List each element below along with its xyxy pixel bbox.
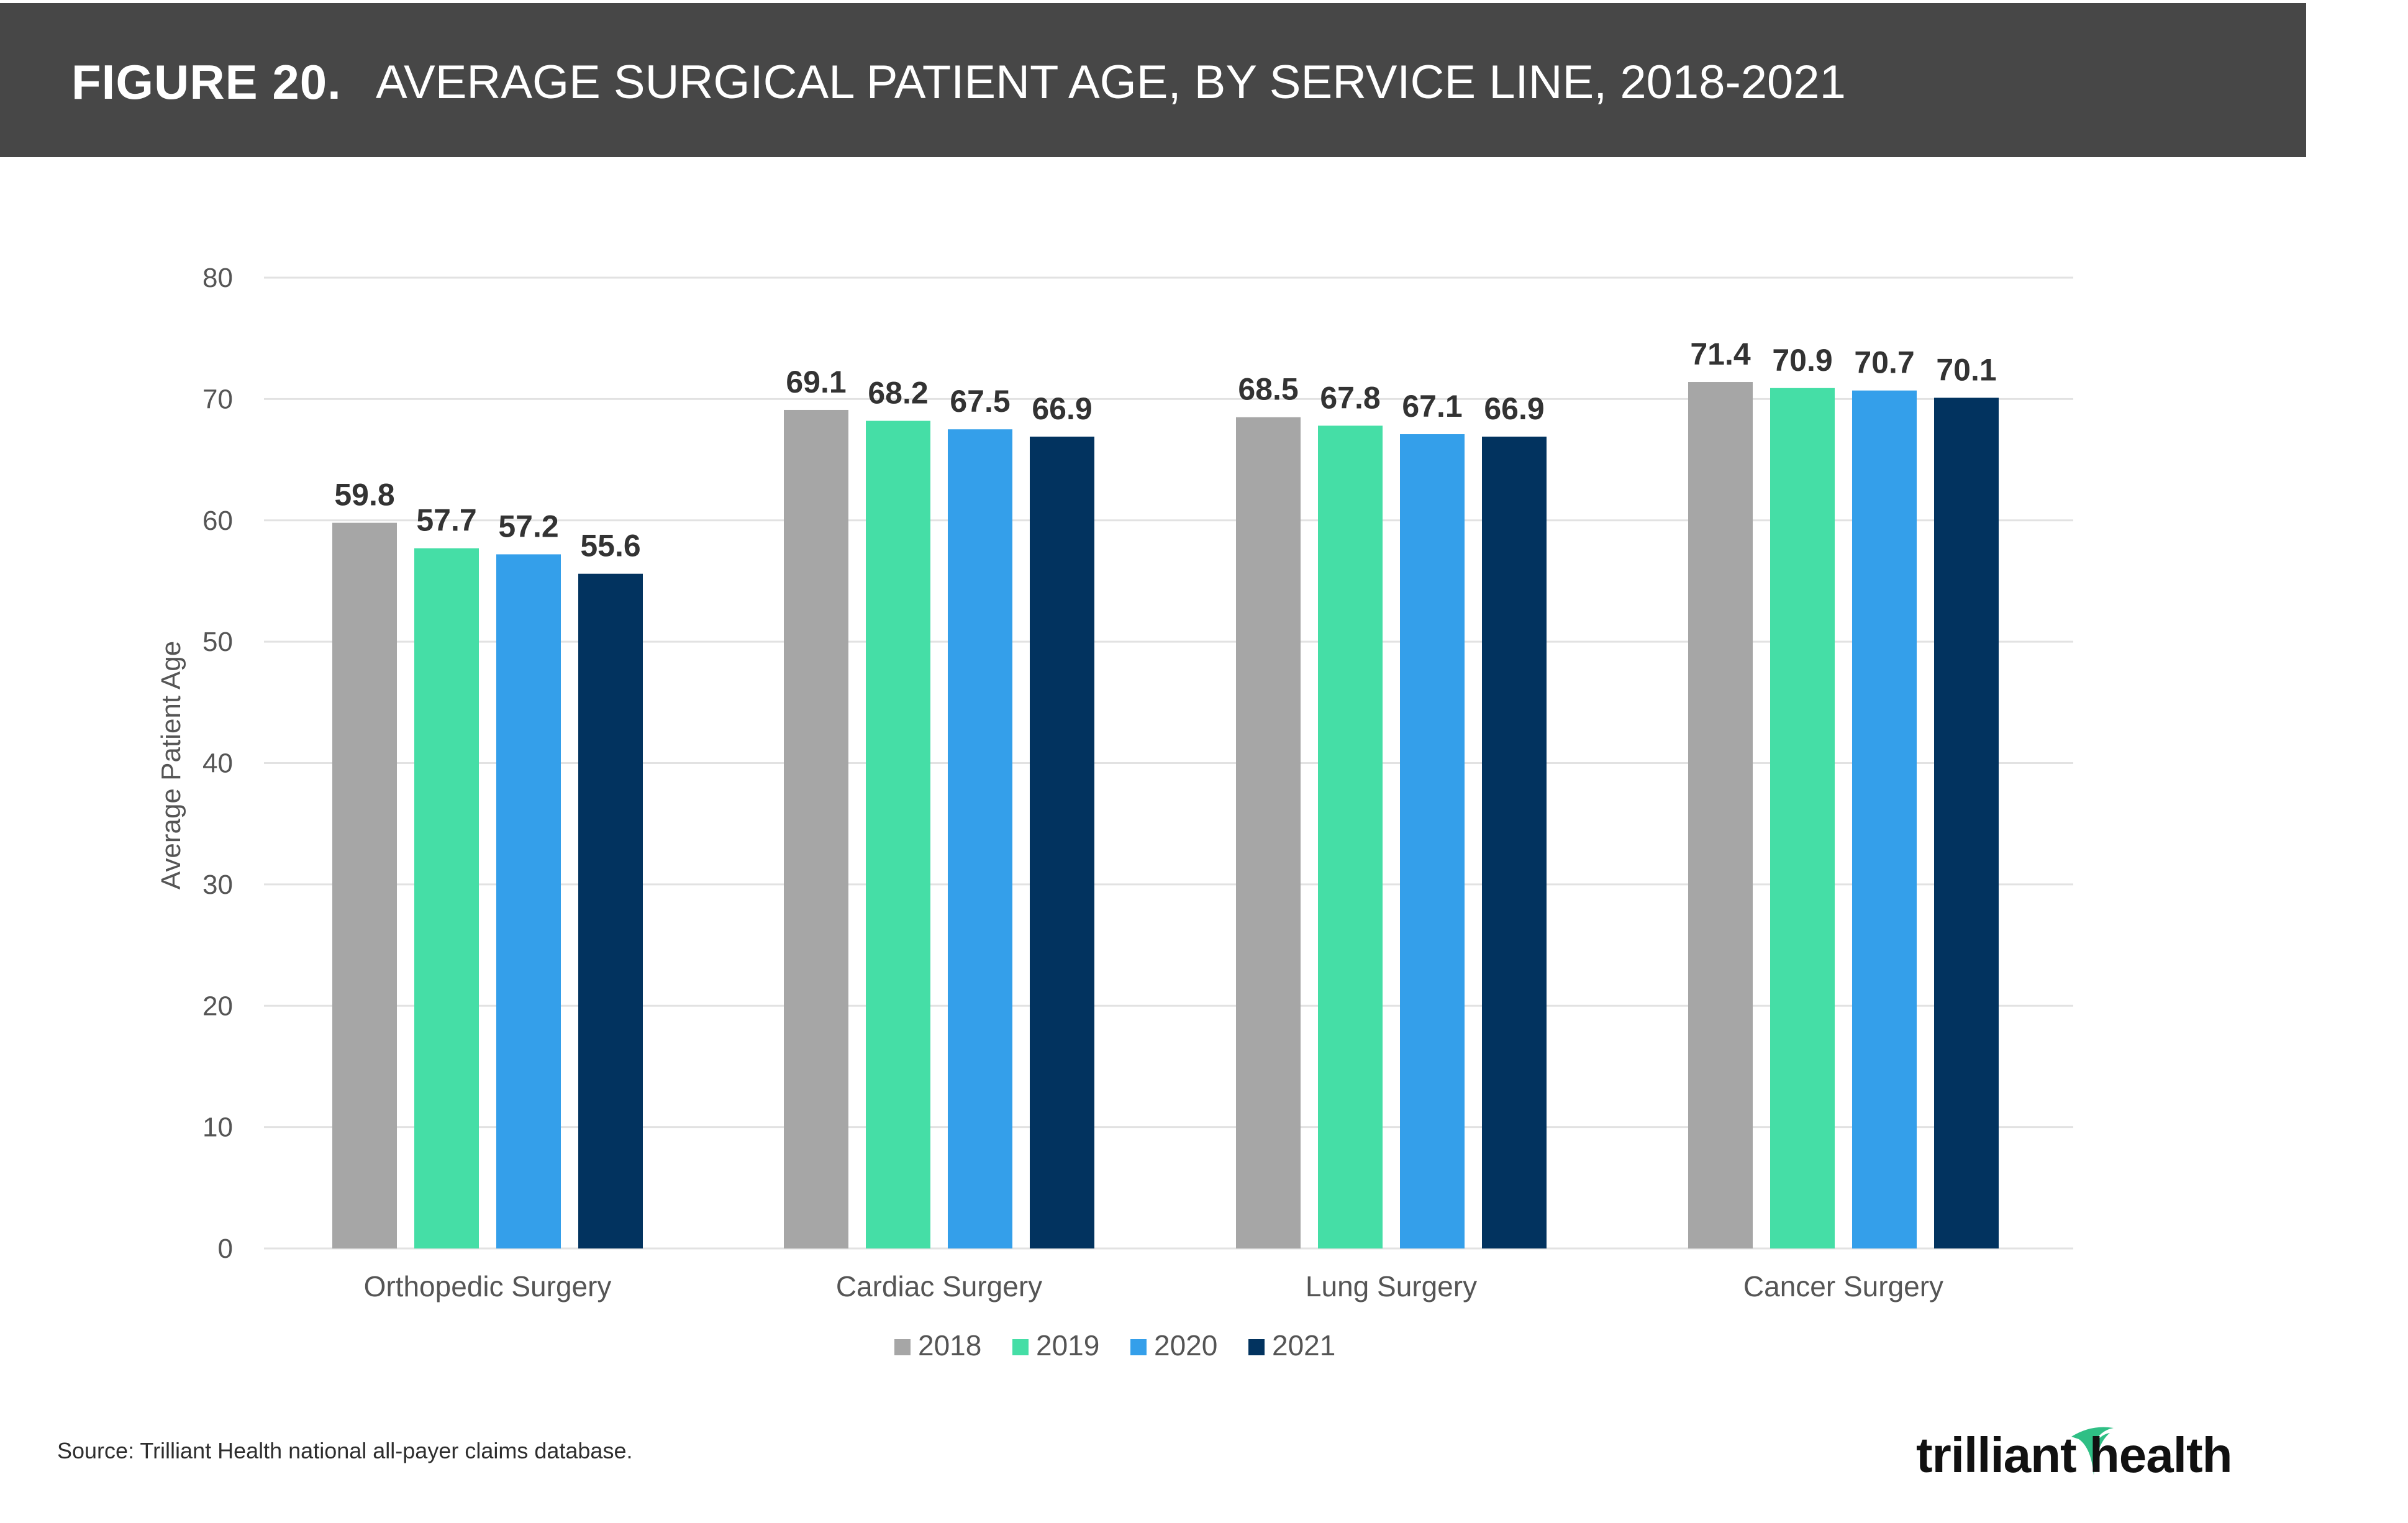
data-label: 71.4 xyxy=(1690,337,1751,371)
bar xyxy=(1934,398,1999,1248)
data-label: 55.6 xyxy=(580,529,640,563)
source-note: Source: Trilliant Health national all-pa… xyxy=(57,1438,633,1463)
figure-header: FIGURE 20. AVERAGE SURGICAL PATIENT AGE,… xyxy=(0,3,2306,157)
y-tick-label: 40 xyxy=(202,748,233,779)
bar xyxy=(1400,434,1465,1249)
data-label: 68.2 xyxy=(868,376,928,411)
data-label: 67.5 xyxy=(950,384,1010,419)
logo-swoosh-icon xyxy=(2071,1427,2114,1475)
y-tick-label: 10 xyxy=(202,1112,233,1143)
bar xyxy=(1688,382,1753,1249)
data-label: 70.9 xyxy=(1772,343,1832,378)
bar xyxy=(578,573,643,1248)
data-label: 57.2 xyxy=(498,509,558,543)
legend-label: 2020 xyxy=(1154,1329,1217,1362)
legend: 2018 2019 2020 2021 xyxy=(894,1329,1335,1362)
bar xyxy=(496,554,561,1248)
figure-label: FIGURE 20. xyxy=(71,55,342,109)
bar xyxy=(1770,388,1835,1248)
bar xyxy=(414,548,479,1248)
bar xyxy=(1852,390,1917,1248)
y-tick-label: 20 xyxy=(202,991,233,1021)
figure-title: AVERAGE SURGICAL PATIENT AGE, BY SERVICE… xyxy=(376,56,1846,109)
trilliant-health-logo: trilliant health xyxy=(1916,1419,2251,1494)
legend-label: 2018 xyxy=(918,1329,981,1362)
data-label: 66.9 xyxy=(1032,391,1092,426)
data-label: 57.7 xyxy=(416,503,476,538)
data-label: 69.1 xyxy=(786,365,846,399)
data-label: 70.1 xyxy=(1936,352,1996,387)
legend-swatch xyxy=(894,1339,911,1355)
data-labels: 59.8 57.7 57.2 55.6 69.1 68.2 67.5 66.9 68.5 67.8… xyxy=(334,337,1996,563)
y-tick-label: 50 xyxy=(202,627,233,657)
y-tick-label: 70 xyxy=(202,384,233,414)
bar xyxy=(332,522,397,1248)
y-tick-label: 60 xyxy=(202,506,233,536)
x-tick-label: Lung Surgery xyxy=(1306,1270,1477,1303)
logo-text: trilliant health xyxy=(1916,1427,2232,1483)
legend-swatch xyxy=(1012,1339,1029,1355)
legend-label: 2019 xyxy=(1036,1329,1099,1362)
x-tick-label: Cardiac Surgery xyxy=(836,1270,1042,1303)
x-tick-label: Orthopedic Surgery xyxy=(364,1270,612,1303)
bar xyxy=(866,421,930,1248)
data-label: 68.5 xyxy=(1238,372,1298,407)
y-axis-ticks: 0 10 20 30 40 50 60 70 80 xyxy=(202,263,233,1264)
legend-label: 2021 xyxy=(1272,1329,1335,1362)
y-axis-label: Average Patient Age xyxy=(156,641,186,889)
data-label: 66.9 xyxy=(1484,391,1544,426)
data-label: 59.8 xyxy=(334,478,394,512)
data-label: 67.1 xyxy=(1402,389,1462,424)
bar xyxy=(1318,425,1383,1249)
bars xyxy=(332,382,1999,1249)
legend-swatch xyxy=(1130,1339,1147,1355)
y-tick-label: 0 xyxy=(218,1234,233,1264)
y-tick-label: 30 xyxy=(202,870,233,900)
bar xyxy=(1482,436,1547,1249)
legend-swatch xyxy=(1248,1339,1265,1355)
bar xyxy=(1236,417,1301,1248)
x-axis-ticks: Orthopedic Surgery Cardiac Surgery Lung Su… xyxy=(364,1270,1944,1303)
x-tick-label: Cancer Surgery xyxy=(1743,1270,1943,1303)
bar xyxy=(1030,436,1094,1249)
data-label: 67.8 xyxy=(1320,380,1380,415)
bar xyxy=(784,409,848,1248)
bar xyxy=(948,429,1012,1248)
y-tick-label: 80 xyxy=(202,263,233,293)
data-label: 70.7 xyxy=(1854,345,1914,380)
